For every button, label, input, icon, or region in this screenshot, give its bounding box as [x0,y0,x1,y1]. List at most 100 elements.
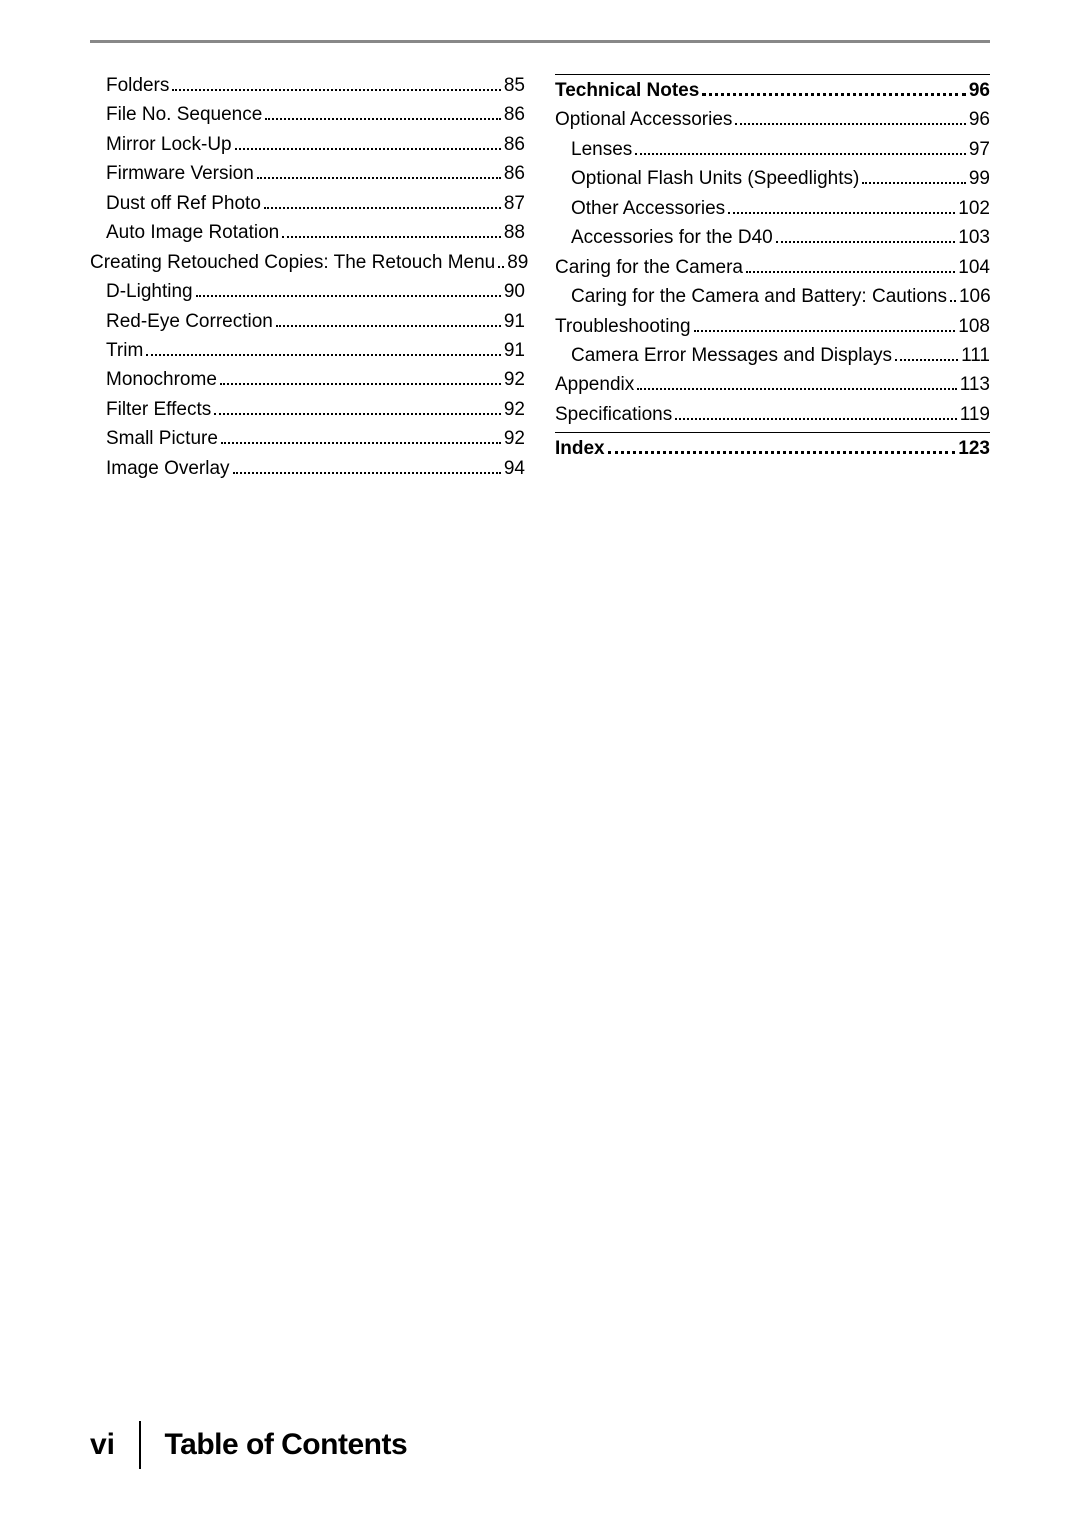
footer-divider [139,1421,141,1469]
toc-dots [950,300,956,302]
toc-entry-label: Other Accessories [571,194,725,223]
toc-entry: Appendix 113 [555,370,990,399]
toc-entry: Small Picture 92 [90,424,525,453]
toc-entry-page: 104 [958,253,990,282]
page: Folders 85File No. Sequence86Mirror Lock-… [0,0,1080,483]
toc-entry: Red-Eye Correction 91 [90,307,525,336]
toc-entry-page: 86 [504,159,525,188]
toc-entry-page: 97 [969,135,990,164]
footer: vi Table of Contents [90,1421,407,1469]
toc-dots [276,325,501,327]
toc-dots [196,295,501,297]
toc-section-label: Technical Notes [555,76,699,105]
toc-dots [895,359,958,361]
toc-dots [220,383,501,385]
toc-entry: Auto Image Rotation 88 [90,218,525,247]
toc-entry-label: Dust off Ref Photo [106,189,261,218]
toc-section-label: Index [555,434,605,463]
toc-section-head: Index 123 [555,432,990,463]
toc-entry: Caring for the Camera and Battery: Cauti… [555,282,990,311]
toc-dots [282,236,501,238]
toc-entry-page: 85 [504,71,525,100]
toc-entry-label: Small Picture [106,424,218,453]
top-rule [90,40,990,43]
toc-entry-page: 106 [959,282,991,311]
toc-section-page: 96 [969,76,990,105]
toc-entry: Lenses97 [555,135,990,164]
toc-entry-page: 94 [504,454,525,483]
toc-dots [146,354,501,356]
toc-entry: Camera Error Messages and Displays111 [555,341,990,370]
toc-dots [233,472,501,474]
toc-section-page: 123 [958,434,990,463]
toc-columns: Folders 85File No. Sequence86Mirror Lock-… [90,71,990,483]
toc-dots [637,388,956,390]
toc-entry: File No. Sequence86 [90,100,525,129]
toc-entry-label: Filter Effects [106,395,211,424]
toc-dots [172,89,501,91]
toc-dots [498,266,504,268]
toc-entry-label: Optional Flash Units (Speedlights) [571,164,859,193]
toc-entry-label: Red-Eye Correction [106,307,273,336]
toc-entry-label: Caring for the Camera [555,253,743,282]
toc-entry-page: 88 [504,218,525,247]
toc-dots [264,207,501,209]
toc-entry-label: Trim [106,336,143,365]
toc-entry: Folders 85 [90,71,525,100]
toc-entry-page: 91 [504,336,525,365]
toc-entry-page: 113 [960,370,990,399]
toc-entry-label: Auto Image Rotation [106,218,279,247]
toc-entry-page: 119 [960,400,990,429]
toc-dots [728,212,955,214]
toc-entry: Optional Flash Units (Speedlights)99 [555,164,990,193]
toc-entry-page: 102 [958,194,990,223]
toc-dots [635,153,966,155]
toc-entry-label: Troubleshooting [555,312,691,341]
toc-entry-label: Appendix [555,370,634,399]
toc-dots [265,118,501,120]
toc-entry: Filter Effects92 [90,395,525,424]
toc-entry-page: 86 [504,100,525,129]
toc-entry: Dust off Ref Photo 87 [90,189,525,218]
toc-dots [746,271,955,273]
toc-entry-page: 108 [958,312,990,341]
toc-entry: Creating Retouched Copies: The Retouch M… [90,248,525,277]
toc-entry-label: Camera Error Messages and Displays [571,341,892,370]
toc-dots [862,182,966,184]
toc-entry-page: 96 [969,105,990,134]
toc-dots [735,123,965,125]
toc-entry-page: 92 [504,365,525,394]
toc-dots [675,418,956,420]
toc-dots [702,93,966,96]
toc-right-column: Technical Notes 96Optional Accessories96… [555,71,990,483]
toc-entry-label: Monochrome [106,365,217,394]
toc-left-column: Folders 85File No. Sequence86Mirror Lock-… [90,71,525,483]
toc-dots [214,413,501,415]
toc-entry: Other Accessories 102 [555,194,990,223]
toc-entry: Accessories for the D40103 [555,223,990,252]
toc-dots [694,330,956,332]
toc-entry: Monochrome 92 [90,365,525,394]
toc-entry: Image Overlay 94 [90,454,525,483]
toc-section-head: Technical Notes 96 [555,74,990,105]
toc-dots [221,442,501,444]
toc-entry-label: D-Lighting [106,277,193,306]
toc-entry-label: Accessories for the D40 [571,223,773,252]
page-number-roman: vi [90,1428,115,1462]
toc-entry-label: Caring for the Camera and Battery: Cauti… [571,282,947,311]
toc-entry: Mirror Lock-Up86 [90,130,525,159]
toc-entry-label: Folders [106,71,169,100]
toc-entry-page: 89 [507,248,528,277]
toc-entry: Optional Accessories96 [555,105,990,134]
toc-entry-label: Firmware Version [106,159,254,188]
toc-dots [608,451,956,454]
toc-entry-label: Specifications [555,400,672,429]
toc-entry-label: Image Overlay [106,454,230,483]
toc-dots [235,148,501,150]
toc-entry-page: 91 [504,307,525,336]
toc-entry: Caring for the Camera 104 [555,253,990,282]
toc-entry-page: 87 [504,189,525,218]
toc-entry: Troubleshooting 108 [555,312,990,341]
toc-entry: Firmware Version 86 [90,159,525,188]
toc-entry-page: 92 [504,424,525,453]
